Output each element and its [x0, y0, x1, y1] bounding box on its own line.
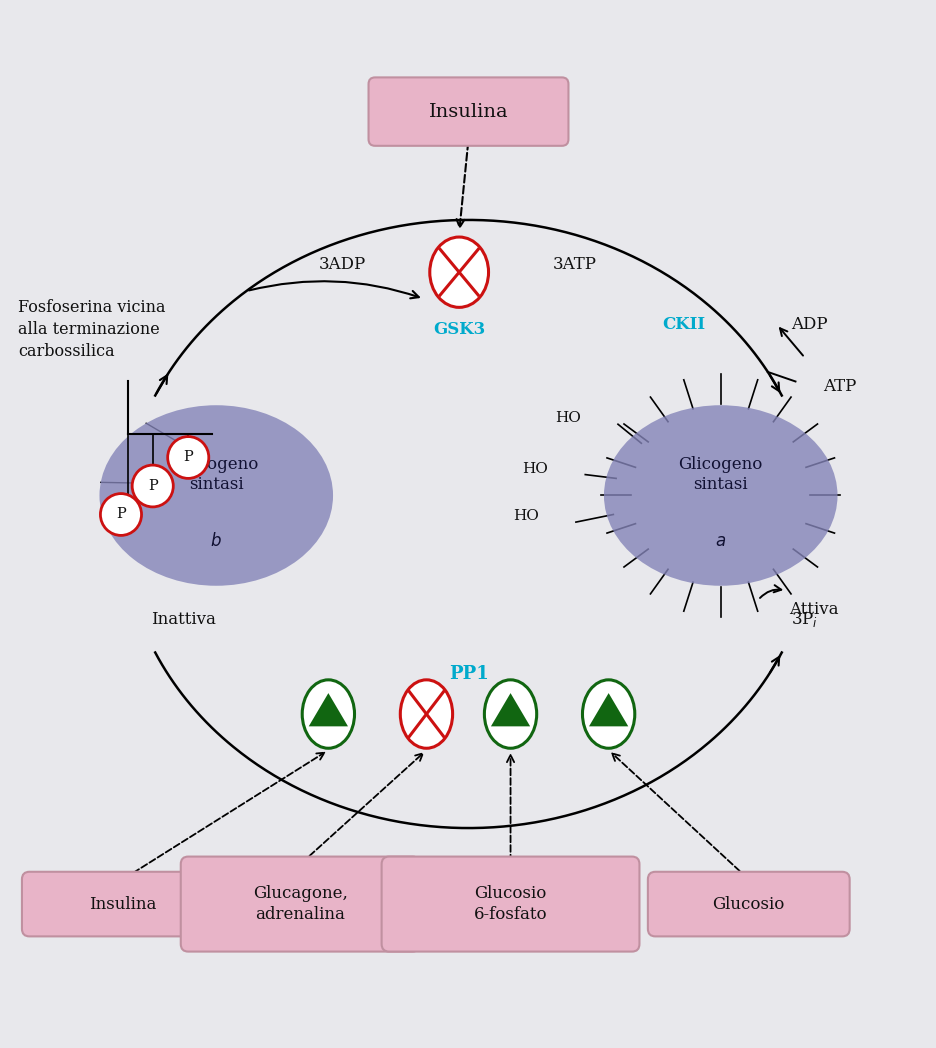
Ellipse shape: [430, 237, 488, 307]
Circle shape: [168, 437, 209, 478]
Polygon shape: [309, 693, 347, 726]
Text: P: P: [183, 451, 193, 464]
FancyBboxPatch shape: [181, 856, 419, 952]
Text: HO: HO: [512, 509, 538, 523]
Text: ADP: ADP: [790, 315, 826, 333]
Polygon shape: [589, 693, 627, 726]
FancyBboxPatch shape: [368, 78, 568, 146]
Text: PP1: PP1: [448, 665, 488, 683]
Text: P: P: [148, 479, 157, 493]
Text: 3ATP: 3ATP: [552, 256, 596, 274]
Text: Attiva: Attiva: [788, 601, 838, 618]
Text: $a$: $a$: [714, 532, 725, 549]
Text: HO: HO: [521, 462, 548, 476]
Ellipse shape: [604, 406, 837, 586]
Text: Glucosio
6-fosfato: Glucosio 6-fosfato: [474, 886, 547, 923]
Ellipse shape: [582, 680, 634, 748]
Text: Fosfoserina vicina
alla terminazione
carbossilica: Fosfoserina vicina alla terminazione car…: [18, 299, 166, 359]
Text: ATP: ATP: [823, 377, 856, 395]
Text: Glicogeno
sintasi: Glicogeno sintasi: [678, 456, 762, 494]
Ellipse shape: [99, 406, 332, 586]
Text: HO: HO: [554, 411, 580, 424]
Polygon shape: [490, 693, 530, 726]
Text: Glucosio: Glucosio: [711, 896, 784, 913]
FancyBboxPatch shape: [381, 856, 638, 952]
Text: Insulina: Insulina: [429, 103, 507, 121]
Ellipse shape: [400, 680, 452, 748]
FancyBboxPatch shape: [22, 872, 224, 936]
FancyBboxPatch shape: [647, 872, 849, 936]
Text: Inattiva: Inattiva: [151, 611, 216, 628]
Text: Glucagone,
adrenalina: Glucagone, adrenalina: [253, 886, 347, 923]
Ellipse shape: [484, 680, 536, 748]
Ellipse shape: [302, 680, 354, 748]
Text: Glicogeno
sintasi: Glicogeno sintasi: [174, 456, 258, 494]
Text: CKII: CKII: [661, 315, 704, 333]
Text: GSK3: GSK3: [432, 321, 485, 337]
Text: 3ADP: 3ADP: [318, 256, 365, 274]
Circle shape: [100, 494, 141, 536]
Text: $b$: $b$: [211, 532, 222, 550]
Circle shape: [132, 465, 173, 507]
Text: Insulina: Insulina: [89, 896, 156, 913]
Text: 3P$_i$: 3P$_i$: [790, 610, 817, 629]
Text: P: P: [116, 507, 125, 522]
